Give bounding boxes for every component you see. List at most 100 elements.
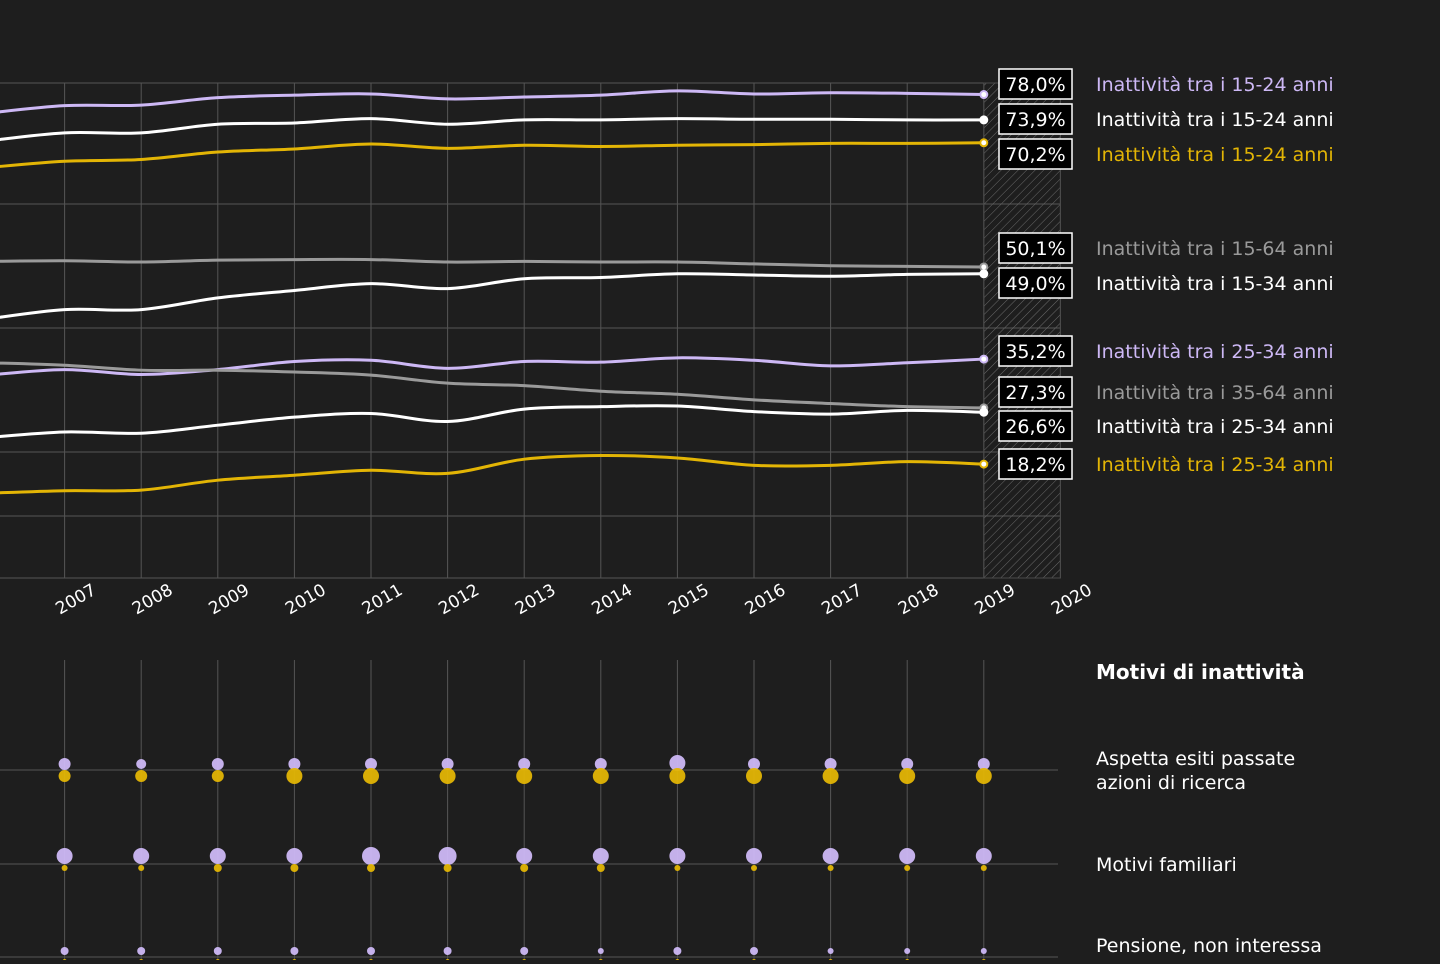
bubble-lavender	[904, 948, 911, 954]
bubble-yellow	[213, 864, 222, 872]
value-label-box	[998, 335, 1073, 367]
value-label-box	[998, 68, 1073, 100]
line-chart-series	[0, 89, 989, 495]
bubble-yellow	[904, 865, 911, 871]
bubble-lavender	[673, 947, 682, 955]
bubble-chart-grid	[0, 660, 1058, 960]
series-name-label: Inattività tra i 25-34 anni	[1096, 416, 1334, 438]
bubble-lavender	[362, 847, 380, 865]
bubble-lavender	[367, 947, 375, 955]
series-name-label: Inattività tra i 15-24 anni	[1096, 144, 1334, 166]
value-label: 27,3%	[1005, 382, 1065, 404]
bubble-lavender	[290, 947, 299, 955]
series-line	[0, 361, 986, 410]
bubble-yellow	[211, 770, 224, 782]
x-tick-label: 2012	[435, 580, 482, 619]
bubble-lavender	[824, 758, 837, 770]
bubble-yellow	[674, 865, 681, 871]
x-tick-label: 2014	[589, 580, 636, 619]
bubble-lavender	[209, 848, 226, 864]
bubble-lavender	[520, 947, 529, 955]
bubble-yellow	[751, 865, 757, 871]
bubble-lavender	[822, 848, 839, 864]
bubble-yellow	[520, 864, 529, 872]
bubble-yellow	[975, 768, 992, 784]
value-label: 73,9%	[1005, 109, 1065, 131]
line-chart-labels: 78,0% Inattività tra i 15-24 anni 73,9% Ina…	[998, 68, 1334, 480]
series-end-marker	[979, 407, 989, 417]
value-label-box	[998, 103, 1073, 135]
series-end-marker	[979, 354, 989, 364]
bubble-lavender	[288, 758, 301, 770]
bubble-lavender	[133, 848, 150, 864]
series-line	[0, 356, 986, 377]
bubble-yellow	[363, 768, 379, 784]
bubble-lavender	[980, 948, 987, 954]
series-line	[0, 257, 986, 269]
series-line	[0, 272, 986, 319]
value-label: 78,0%	[1005, 74, 1065, 96]
bubble-lavender	[441, 758, 454, 770]
series-end-marker	[979, 459, 989, 469]
x-tick-label: 2015	[665, 580, 712, 619]
bubble-lavender	[901, 758, 914, 770]
bubble-yellow	[443, 864, 452, 872]
series-name-label: Inattività tra i 25-34 anni	[1096, 454, 1334, 476]
value-label-box	[998, 448, 1073, 480]
x-axis-ticks: 2007 2008 2009 2010 2011 2012 2013 2014 2015 2016…	[52, 580, 1095, 619]
series-end-marker	[979, 138, 989, 148]
bubble-yellow	[669, 768, 686, 784]
series-name-label: Inattività tra i 35-64 anni	[1096, 382, 1334, 404]
bubble-lavender	[669, 755, 686, 771]
bubble-yellow	[367, 864, 375, 872]
series-name-label: Inattività tra i 15-64 anni	[1096, 238, 1334, 260]
series-line	[0, 141, 986, 168]
bubble-lavender	[669, 848, 686, 864]
x-tick-label: 2011	[359, 580, 406, 619]
bubble-lavender	[58, 758, 71, 770]
bubble-yellow	[596, 864, 605, 872]
bubble-lavender	[975, 848, 992, 864]
bubble-lavender	[827, 948, 834, 954]
bubble-lavender	[518, 758, 531, 770]
value-label: 70,2%	[1005, 144, 1065, 166]
x-tick-label: 2019	[972, 580, 1019, 619]
bubble-yellow	[827, 865, 834, 871]
series-end-marker	[979, 90, 989, 100]
x-tick-label: 2017	[818, 580, 865, 619]
bubble-lavender	[748, 758, 760, 770]
value-label: 26,6%	[1005, 416, 1065, 438]
bubble-yellow	[135, 770, 148, 782]
bubble-yellow	[58, 770, 71, 782]
bubble-lavender	[56, 848, 73, 864]
x-tick-label: 2007	[52, 580, 99, 619]
x-tick-label: 2010	[282, 580, 329, 619]
x-tick-label: 2013	[512, 580, 559, 619]
series-line	[0, 117, 986, 142]
bubble-yellow	[286, 768, 303, 784]
bubble-yellow	[290, 864, 299, 872]
x-tick-label: 2018	[895, 580, 942, 619]
bubble-yellow	[899, 768, 916, 784]
bubble-yellow	[516, 768, 533, 784]
x-tick-label: 2016	[742, 580, 789, 619]
bubble-lavender	[443, 947, 452, 955]
value-label-box	[998, 138, 1073, 170]
x-tick-label: 2008	[129, 580, 176, 619]
bubble-lavender	[750, 947, 758, 955]
line-chart-grid	[0, 82, 1061, 579]
bubble-lavender	[136, 759, 147, 769]
value-label: 18,2%	[1005, 454, 1065, 476]
bubble-lavender	[594, 758, 607, 770]
bubble-yellow	[746, 768, 762, 784]
bubble-lavender	[977, 758, 990, 770]
bubble-yellow	[980, 865, 987, 871]
value-label-box	[998, 410, 1073, 442]
series-line	[0, 453, 986, 495]
series-end-marker	[979, 269, 989, 279]
value-label-box	[998, 376, 1073, 408]
series-name-label: Inattività tra i 25-34 anni	[1096, 341, 1334, 363]
value-label-box	[998, 232, 1073, 264]
